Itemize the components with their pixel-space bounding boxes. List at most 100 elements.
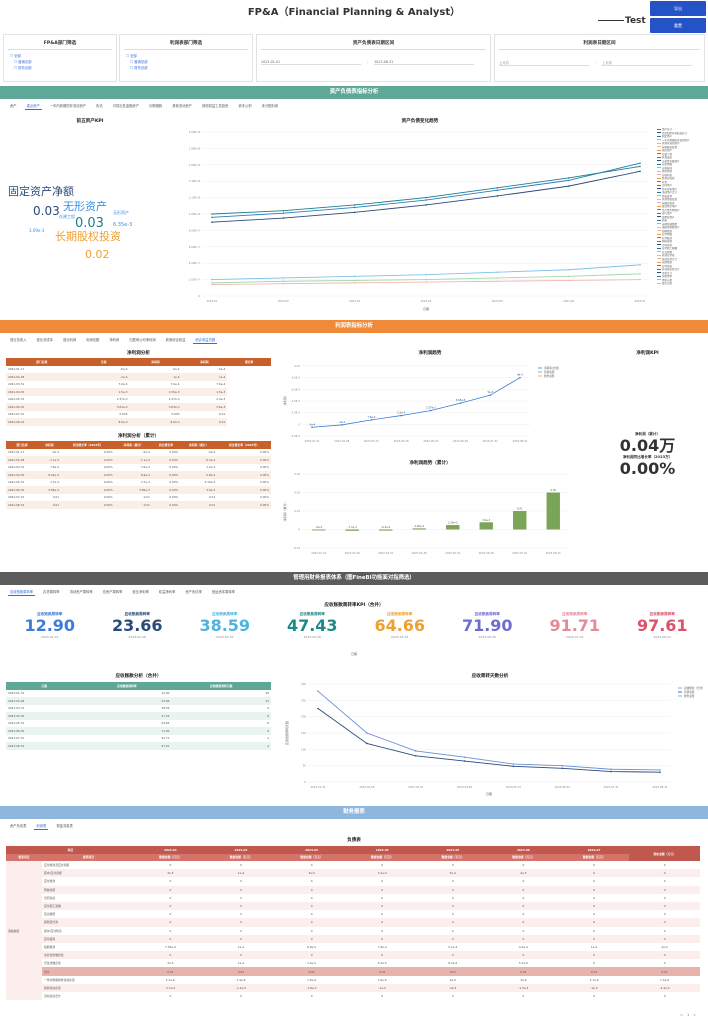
ar-tab[interactable]: 营运资本周转率 xyxy=(211,590,235,594)
legend-item[interactable]: 其他应付款 xyxy=(657,254,707,258)
legend-item[interactable]: 开发支出 xyxy=(657,156,707,160)
export-button[interactable]: 导出 xyxy=(650,1,706,16)
table-row: 2022-05-31 2.37e-3 2.37e-3 2.4e-3 xyxy=(8,397,226,402)
legend-item[interactable]: 应收账款 xyxy=(657,167,707,171)
ar-tab[interactable]: 流动资产周转率 xyxy=(69,590,93,594)
x-tick-label: 2023-06-30 xyxy=(479,551,494,555)
legend-item[interactable]: 负债和所有者权益总计 xyxy=(657,132,707,136)
table-row: 预收款项 0 0 0 0 0 0 0 0 xyxy=(6,885,700,894)
legend-item[interactable]: 资本公积 xyxy=(657,279,707,283)
fin-tab[interactable]: 资产负债表 xyxy=(10,824,27,828)
legend-item[interactable]: 长期待摊费用 xyxy=(657,223,707,227)
legend-item[interactable]: 流动负债合计 xyxy=(657,258,707,262)
legend-item[interactable]: 其他应收款 xyxy=(657,177,707,181)
legend-item[interactable]: 长期应收款 xyxy=(657,202,707,206)
page-number[interactable]: 1 xyxy=(686,1013,690,1017)
legend-item[interactable]: 应付债券 xyxy=(657,265,707,269)
bs-tab[interactable]: 资产 xyxy=(10,104,17,108)
bs-tab[interactable]: 其他流动资产 xyxy=(172,104,192,108)
bs-tab[interactable]: 未分配利润 xyxy=(261,104,279,108)
legend-item[interactable]: 应收票据 xyxy=(657,163,707,167)
legend-item[interactable]: 资产总计 xyxy=(657,128,707,132)
ar-tab[interactable]: 总资产周转率 xyxy=(102,590,123,594)
ar-tab[interactable]: 营业净利率 xyxy=(132,590,149,594)
legend-item[interactable]: 短期借款 xyxy=(657,230,707,234)
pl-tab[interactable]: 净利润 xyxy=(109,338,120,342)
legend-item[interactable]: 合同资产 xyxy=(657,184,707,188)
legend-item[interactable]: 应付票据 xyxy=(657,233,707,237)
table-row: 应付股利 0 0 0 0 0 0 0 0 xyxy=(6,934,700,943)
fin-tab[interactable]: 利润表 xyxy=(34,824,49,830)
bs-tab[interactable]: 一年内到期的非流动资产 xyxy=(49,104,87,108)
legend-item[interactable]: 长期借款 xyxy=(657,261,707,265)
bs-tab[interactable]: 负债 xyxy=(96,104,103,108)
legend-item[interactable]: 合同负债 xyxy=(657,244,707,248)
pl-tab[interactable]: 综合收益总额 xyxy=(193,338,218,344)
pl-tab[interactable]: 其他综合收益 xyxy=(165,338,186,342)
legend-item[interactable]: 债权投资 xyxy=(657,195,707,199)
ar-tab[interactable]: 资产负债率 xyxy=(185,590,202,594)
start-date-input[interactable]: 2023-01-01 xyxy=(261,60,361,65)
legend-item[interactable]: 固定资产 xyxy=(657,135,707,139)
ar-tab[interactable]: 应收账款周转率 xyxy=(8,590,36,596)
legend-item[interactable]: 流动资产合计 xyxy=(657,191,707,195)
tree-item-finance[interactable]: ☐ 财务总部 xyxy=(14,66,32,70)
ar-tab[interactable]: 权益净利率 xyxy=(158,590,176,594)
legend-item[interactable]: 应交税费 xyxy=(657,251,707,255)
bs-tab[interactable]: 重点资产 xyxy=(24,104,42,110)
legend-item[interactable]: 使用权资产 xyxy=(657,216,707,220)
data-point xyxy=(317,707,319,710)
start-date-input[interactable]: 上月初 xyxy=(499,60,589,66)
end-date-input[interactable]: 2023-08-31 xyxy=(374,60,475,65)
legend-item[interactable]: 持有待售资产 xyxy=(657,188,707,192)
bs-tab[interactable]: 其他权益工具投资 xyxy=(201,104,229,108)
tree-item-marketing[interactable]: ☐ 营销总部 xyxy=(14,60,32,64)
word: 6.35e-3 xyxy=(113,222,133,228)
legend-item[interactable]: 预付款项 xyxy=(657,170,707,174)
prev-page-button[interactable]: < xyxy=(680,1013,683,1017)
end-date-input[interactable]: 上月末 xyxy=(602,60,693,66)
fin-tab[interactable]: 现金流量表 xyxy=(56,824,73,828)
legend-item[interactable]: 应付账款 xyxy=(657,237,707,241)
legend-item[interactable]: 商誉 xyxy=(657,219,707,223)
pl-tab[interactable]: 营业总收入 xyxy=(10,338,27,342)
legend-item[interactable]: 一年内到期的非流动资产 xyxy=(657,139,707,143)
legend-item[interactable]: 生产性生物资产 xyxy=(657,209,707,213)
data-point xyxy=(211,213,213,215)
pl-tab[interactable]: 营业总成本 xyxy=(36,338,53,342)
next-page-button[interactable]: > xyxy=(693,1013,697,1017)
tree-item-finance[interactable]: ☐ 财务总部 xyxy=(130,66,148,70)
legend-item[interactable]: 长期股权投资 xyxy=(657,146,707,150)
legend-item[interactable]: 其他非流动资产 xyxy=(657,142,707,146)
legend-item[interactable]: 递延所得税资产 xyxy=(657,226,707,230)
ar-tab[interactable]: 存货周转率 xyxy=(43,590,60,594)
legend-item[interactable]: 在建工程 xyxy=(657,153,707,157)
legend-item[interactable]: 无形资产 xyxy=(657,149,707,153)
legend-item[interactable]: 投资性房地产 xyxy=(657,205,707,209)
legend-item[interactable]: 应收利息 xyxy=(657,174,707,178)
legend-item[interactable]: 其他债权投资 xyxy=(657,198,707,202)
pl-tab[interactable]: 利润总额 xyxy=(86,338,100,342)
bs-tab[interactable]: 长期借款 xyxy=(149,104,163,108)
legend-item[interactable]: 油气资产 xyxy=(657,212,707,216)
legend-item[interactable]: 盈余公积 xyxy=(657,282,707,286)
legend-item[interactable]: 预收款项 xyxy=(657,240,707,244)
legend-item[interactable]: 存货 xyxy=(657,181,707,185)
legend-item[interactable]: 应付职工薪酬 xyxy=(657,247,707,251)
data-label: -5e-4 xyxy=(309,422,316,426)
fpa-department-filter: FP&A部门筛选 ☐ 全部 ☐ 营销总部 ☐ 财务总部 xyxy=(3,34,117,82)
legend-item[interactable]: 实收资本 xyxy=(657,275,707,279)
pl-tab[interactable]: 营业利润 xyxy=(62,338,77,342)
legend-item[interactable]: 交易性金融资产 xyxy=(657,160,707,164)
data-point xyxy=(370,419,373,421)
legend-item[interactable]: 非流动负债合计 xyxy=(657,268,707,272)
bs-tab[interactable]: 资本公积 xyxy=(238,104,252,108)
reset-button[interactable]: 重置 xyxy=(650,18,706,33)
tree-item-all[interactable]: ☐ 全部 xyxy=(10,54,21,58)
table-row: 2023-01-31 12.90 28 xyxy=(8,691,269,696)
pl-tab[interactable]: 归属母公司净利润 xyxy=(129,338,156,342)
legend-item[interactable]: 负债合计 xyxy=(657,272,707,276)
tree-item-marketing[interactable]: ☐ 营销总部 xyxy=(130,60,148,64)
bs-tab[interactable]: 可供出售金融资产 xyxy=(112,104,140,108)
tree-item-all[interactable]: ☐ 全部 xyxy=(126,54,137,58)
